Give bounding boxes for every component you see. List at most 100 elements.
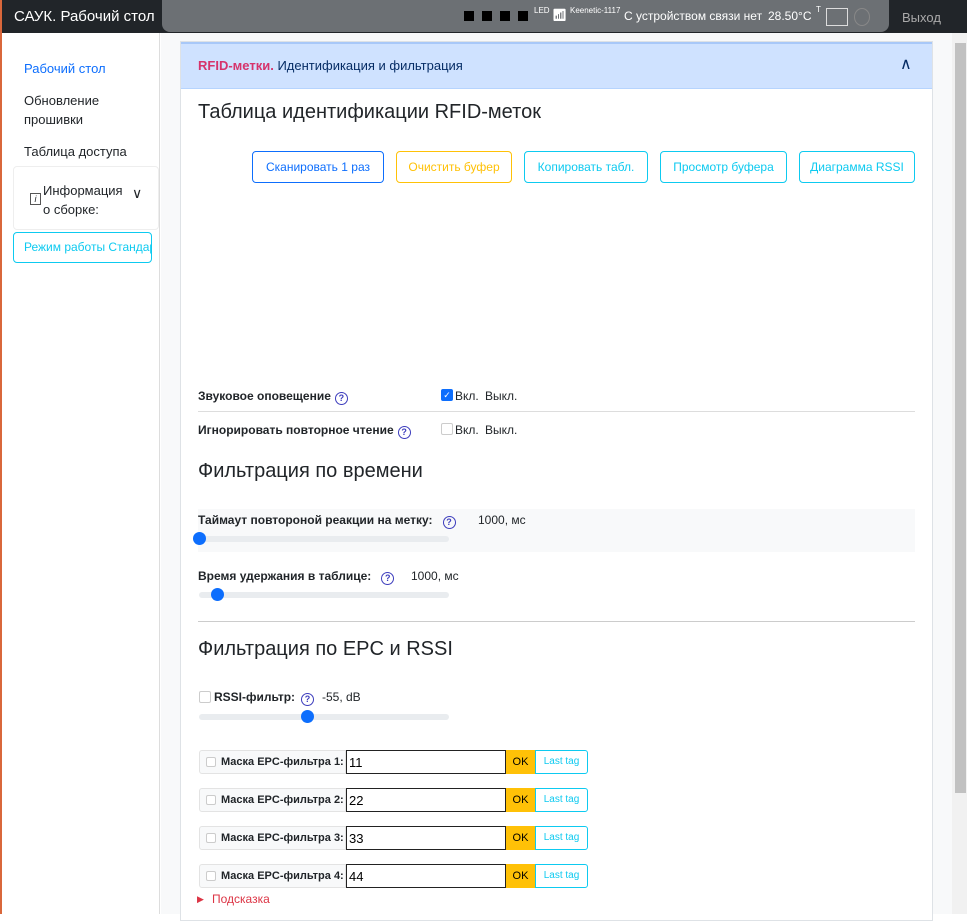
mask-label-text: Маска EPC-фильтра 3: (221, 832, 344, 844)
main-content: RFID-метки. Идентификация и фильтрация ∧… (161, 33, 952, 921)
mask-checkbox[interactable] (206, 757, 216, 767)
mask-input[interactable] (346, 826, 506, 850)
mask-label: Маска EPC-фильтра 2: (199, 788, 346, 812)
mask-label: Маска EPC-фильтра 1: (199, 750, 346, 774)
slider-thumb[interactable] (210, 588, 224, 601)
scrollbar[interactable] (952, 33, 967, 914)
sound-label: Звуковое оповещение? (198, 389, 348, 405)
scrollbar-thumb[interactable] (955, 43, 966, 793)
mask-input[interactable] (346, 788, 506, 812)
last-tag-button[interactable]: Last tag (535, 826, 588, 850)
rssi-checkbox[interactable] (199, 691, 211, 703)
mask-checkbox[interactable] (206, 871, 216, 881)
rssi-slider[interactable] (199, 710, 449, 723)
rssi-diagram-button[interactable]: Диаграмма RSSI (799, 151, 915, 183)
hint-toggle[interactable]: Подсказка (212, 892, 270, 906)
rssi-label-text: RSSI-фильтр: (214, 690, 296, 704)
sound-on: Вкл. (455, 389, 479, 403)
temperature: 28.50°C (768, 9, 812, 23)
header-title: Идентификация и фильтрация (277, 58, 463, 73)
epc-filter-title: Фильтрация по EPC и RSSI (198, 638, 453, 660)
mask-label-text: Маска EPC-фильтра 4: (221, 870, 344, 882)
last-tag-button[interactable]: Last tag (535, 788, 588, 812)
help-icon[interactable]: ? (397, 426, 411, 439)
sd-card-icon (826, 8, 848, 26)
hold-value: 1000, мс (411, 569, 459, 583)
sound-label-text: Звуковое оповещение (198, 389, 331, 403)
mask-input[interactable] (346, 750, 506, 774)
sidebar-item-access-table[interactable]: Таблица доступа (24, 144, 127, 159)
help-icon[interactable]: ? (442, 516, 456, 529)
mask-label: Маска EPC-фильтра 4: (199, 864, 346, 888)
caret-right-icon: ▶ (197, 894, 204, 904)
ignore-off: Выкл. (485, 423, 518, 437)
temperature-sup: T (816, 5, 821, 14)
sidebar-item-dashboard[interactable]: Рабочий стол (24, 61, 106, 76)
sidebar-item-firmware[interactable]: Обновление прошивки (24, 93, 100, 127)
divider (198, 411, 915, 412)
help-icon[interactable]: ? (381, 572, 395, 585)
mask-checkbox[interactable] (206, 833, 216, 843)
bluetooth-icon (854, 8, 870, 26)
page-title: Таблица идентификации RFID-меток (198, 101, 541, 123)
time-filter-title: Фильтрация по времени (198, 460, 423, 482)
timeout-value: 1000, мс (478, 513, 526, 527)
mask-ok-button[interactable]: OK (506, 864, 535, 888)
indicator-1-icon (464, 11, 474, 21)
scan-once-button[interactable]: Сканировать 1 раз (252, 151, 384, 183)
exit-link[interactable]: Выход (902, 10, 941, 25)
slider-thumb[interactable] (300, 710, 314, 723)
sound-off: Выкл. (485, 389, 518, 403)
mask-label-text: Маска EPC-фильтра 2: (221, 794, 344, 806)
ignore-on: Вкл. (455, 423, 479, 437)
status-overlay: LED 📶︎ Keenetic-1117 С устройством связи… (162, 0, 889, 32)
ignore-label-text: Игнорировать повторное чтение (198, 423, 394, 437)
rfid-card: RFID-метки. Идентификация и фильтрация ∧… (180, 41, 933, 921)
header-accent: RFID-метки. (198, 58, 274, 73)
timeout-row (198, 509, 915, 552)
hold-slider[interactable] (199, 588, 449, 601)
rssi-label: RSSI-фильтр:? (214, 690, 315, 706)
mask-ok-button[interactable]: OK (506, 750, 535, 774)
info-icon: i (30, 193, 41, 205)
mask-checkbox[interactable] (206, 795, 216, 805)
indicator-3-icon (500, 11, 510, 21)
help-icon[interactable]: ? (301, 693, 315, 706)
mask-input[interactable] (346, 864, 506, 888)
last-tag-button[interactable]: Last tag (535, 864, 588, 888)
timeout-label: Таймаут повтороной реакции на метку:? (198, 513, 456, 529)
wifi-name: Keenetic-1117 (570, 6, 621, 15)
chevron-up-icon[interactable]: ∧ (900, 56, 912, 73)
mask-label-text: Маска EPC-фильтра 1: (221, 756, 344, 768)
mode-button[interactable]: Режим работы Стандарт (13, 232, 152, 263)
led-label: LED (534, 6, 550, 15)
wifi-icon: 📶︎ (552, 8, 568, 22)
hold-label-text: Время удержания в таблице: (198, 569, 372, 583)
mask-ok-button[interactable]: OK (506, 788, 535, 812)
accordion-header[interactable]: RFID-метки. Идентификация и фильтрация ∧ (181, 42, 932, 89)
ignore-label: Игнорировать повторное чтение? (198, 423, 411, 439)
clear-buffer-button[interactable]: Очистить буфер (396, 151, 512, 183)
last-tag-button[interactable]: Last tag (535, 750, 588, 774)
slider-thumb[interactable] (193, 532, 206, 545)
build-info-toggle[interactable]: i Информация о сборке: ∨ (13, 166, 159, 230)
rssi-value: -55, dB (322, 690, 361, 704)
help-icon[interactable]: ? (334, 392, 348, 405)
build-info-label: Информация о сборке: (43, 183, 123, 217)
app-title: САУК. Рабочий стол (14, 8, 155, 25)
hold-label: Время удержания в таблице:? (198, 569, 395, 585)
timeout-label-text: Таймаут повтороной реакции на метку: (198, 513, 433, 527)
header-text: RFID-метки. Идентификация и фильтрация (198, 58, 463, 73)
sidebar: Рабочий стол Обновление прошивки Таблица… (2, 33, 160, 914)
view-buffer-button[interactable]: Просмотр буфера (660, 151, 787, 183)
connection-status: С устройством связи нет (624, 9, 763, 23)
mask-label: Маска EPC-фильтра 3: (199, 826, 346, 850)
ignore-checkbox[interactable] (441, 423, 453, 435)
divider (198, 621, 915, 622)
sound-checkbox[interactable]: ✓ (441, 389, 453, 401)
indicator-4-icon (518, 11, 528, 21)
mask-ok-button[interactable]: OK (506, 826, 535, 850)
chevron-down-icon: ∨ (132, 185, 143, 201)
timeout-slider[interactable] (193, 532, 449, 545)
copy-table-button[interactable]: Копировать табл. (524, 151, 648, 183)
